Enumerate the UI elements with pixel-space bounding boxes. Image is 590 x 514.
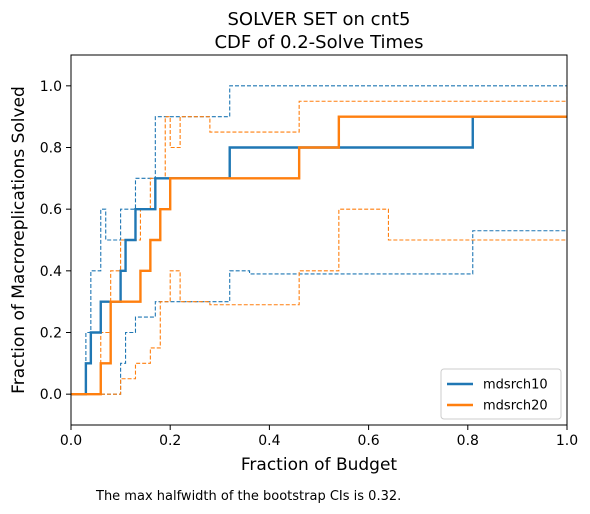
- y-tick-label: 0.6: [40, 202, 62, 218]
- footnote: The max halfwidth of the bootstrap CIs i…: [96, 489, 402, 504]
- series-mdsrch20-ci-upper: [71, 85, 567, 395]
- y-tick-label: 0.4: [40, 264, 62, 280]
- x-tick-label: 0.0: [60, 433, 82, 449]
- x-tick-label: 1.0: [556, 433, 578, 449]
- y-axis-label: Fraction of Macroreplications Solved: [9, 86, 29, 394]
- y-axis: 0.0 0.2 0.4 0.6 0.8 1.0: [40, 79, 71, 403]
- x-axis-label: Fraction of Budget: [241, 455, 398, 475]
- plot-frame: [70, 54, 568, 426]
- legend-label-mdsrch20: mdsrch20: [483, 399, 548, 414]
- y-tick-label: 0.0: [40, 387, 62, 403]
- series-mdsrch20-line: [71, 115, 567, 396]
- x-tick-label: 0.4: [258, 433, 280, 449]
- x-tick-label: 0.6: [357, 433, 379, 449]
- series-mdsrch20-ci-lower: [71, 208, 567, 395]
- chart-title: SOLVER SET on cnt5: [227, 9, 410, 30]
- y-tick-label: 0.2: [40, 326, 62, 342]
- x-axis: 0.0 0.2 0.4 0.6 0.8 1.0: [60, 425, 578, 449]
- chart-subtitle: CDF of 0.2-Solve Times: [214, 32, 423, 53]
- legend-box: [440, 368, 562, 420]
- legend: mdsrch10 mdsrch20: [440, 368, 562, 420]
- plot-area: [71, 85, 567, 396]
- legend-label-mdsrch10: mdsrch10: [483, 378, 548, 393]
- y-tick-label: 0.8: [40, 141, 62, 157]
- chart: SOLVER SET on cnt5 CDF of 0.2-Solve Time…: [9, 9, 578, 475]
- series-mdsrch10-line: [71, 115, 567, 396]
- x-tick-label: 0.8: [457, 433, 479, 449]
- series-mdsrch10-ci-lower: [71, 230, 567, 395]
- y-tick-label: 1.0: [40, 79, 62, 95]
- x-tick-label: 0.2: [159, 433, 181, 449]
